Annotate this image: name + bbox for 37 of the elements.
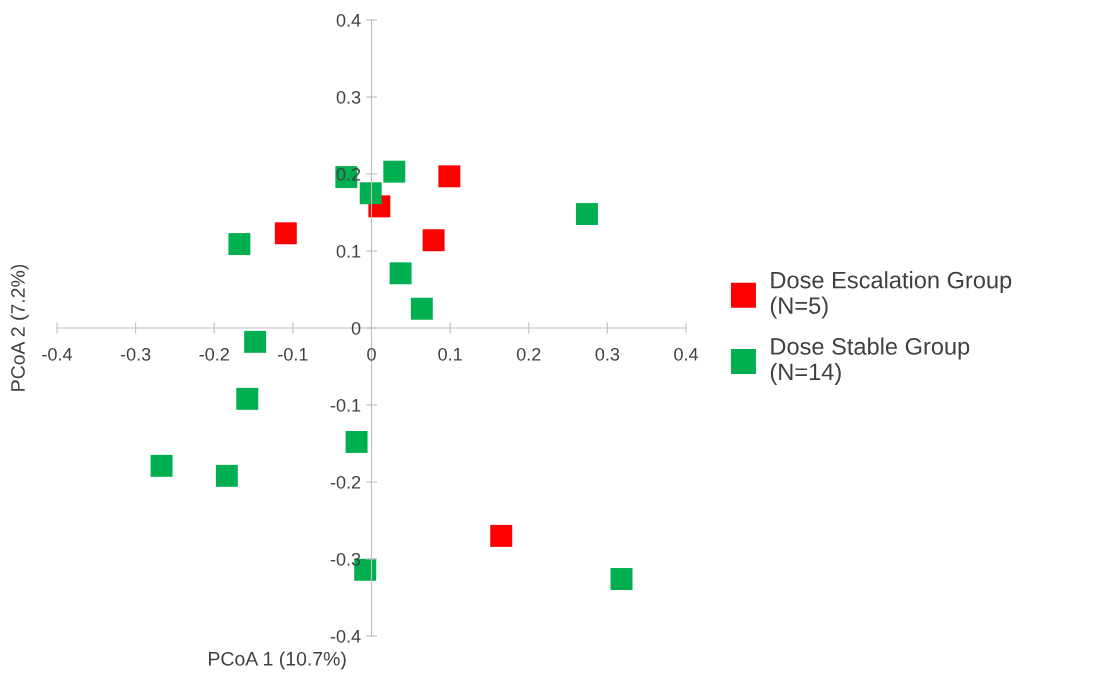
x-tick-label: -0.3 bbox=[120, 347, 151, 361]
x-tick-label: -0.1 bbox=[278, 347, 308, 361]
y-tick-label: 0 bbox=[351, 321, 361, 335]
legend-label: Dose Escalation Group (N=5) bbox=[770, 271, 1012, 319]
x-tick-label: 0.2 bbox=[516, 347, 541, 361]
x-tick-label: 0.1 bbox=[438, 347, 462, 361]
y-tick-label: -0.1 bbox=[330, 398, 361, 412]
x-tick-label: 0.4 bbox=[674, 347, 699, 361]
x-tick-label: -0.4 bbox=[42, 347, 73, 361]
point bbox=[410, 297, 433, 320]
point bbox=[490, 524, 513, 547]
point bbox=[215, 464, 238, 487]
y-tick-label: -0.2 bbox=[330, 475, 361, 489]
point bbox=[389, 262, 412, 285]
point bbox=[150, 454, 173, 477]
y-tick-label: -0.3 bbox=[330, 552, 361, 566]
point bbox=[610, 568, 633, 590]
point bbox=[359, 182, 382, 205]
y-tick-label: 0.3 bbox=[336, 90, 361, 104]
x-tick-label: 0 bbox=[367, 347, 376, 361]
x-axis-title: PCoA 1 (10.7%) bbox=[209, 651, 346, 670]
x-tick-label: 0.3 bbox=[595, 347, 620, 361]
legend-label: Dose Stable Group (N=14) bbox=[770, 337, 970, 385]
point bbox=[228, 233, 251, 256]
point bbox=[274, 222, 297, 245]
y-tick-label: -0.4 bbox=[330, 629, 361, 643]
point bbox=[236, 387, 259, 410]
point bbox=[422, 229, 445, 252]
x-tick-label: -0.2 bbox=[199, 347, 229, 361]
point bbox=[345, 430, 368, 453]
y-tick-label: 0.4 bbox=[336, 13, 361, 27]
y-tick-label: 0.1 bbox=[336, 244, 361, 258]
point bbox=[244, 330, 267, 353]
point bbox=[438, 165, 461, 188]
point bbox=[575, 203, 598, 226]
y-axis-title: PCoA 2 (7.2%) bbox=[10, 264, 29, 391]
point bbox=[383, 160, 406, 183]
